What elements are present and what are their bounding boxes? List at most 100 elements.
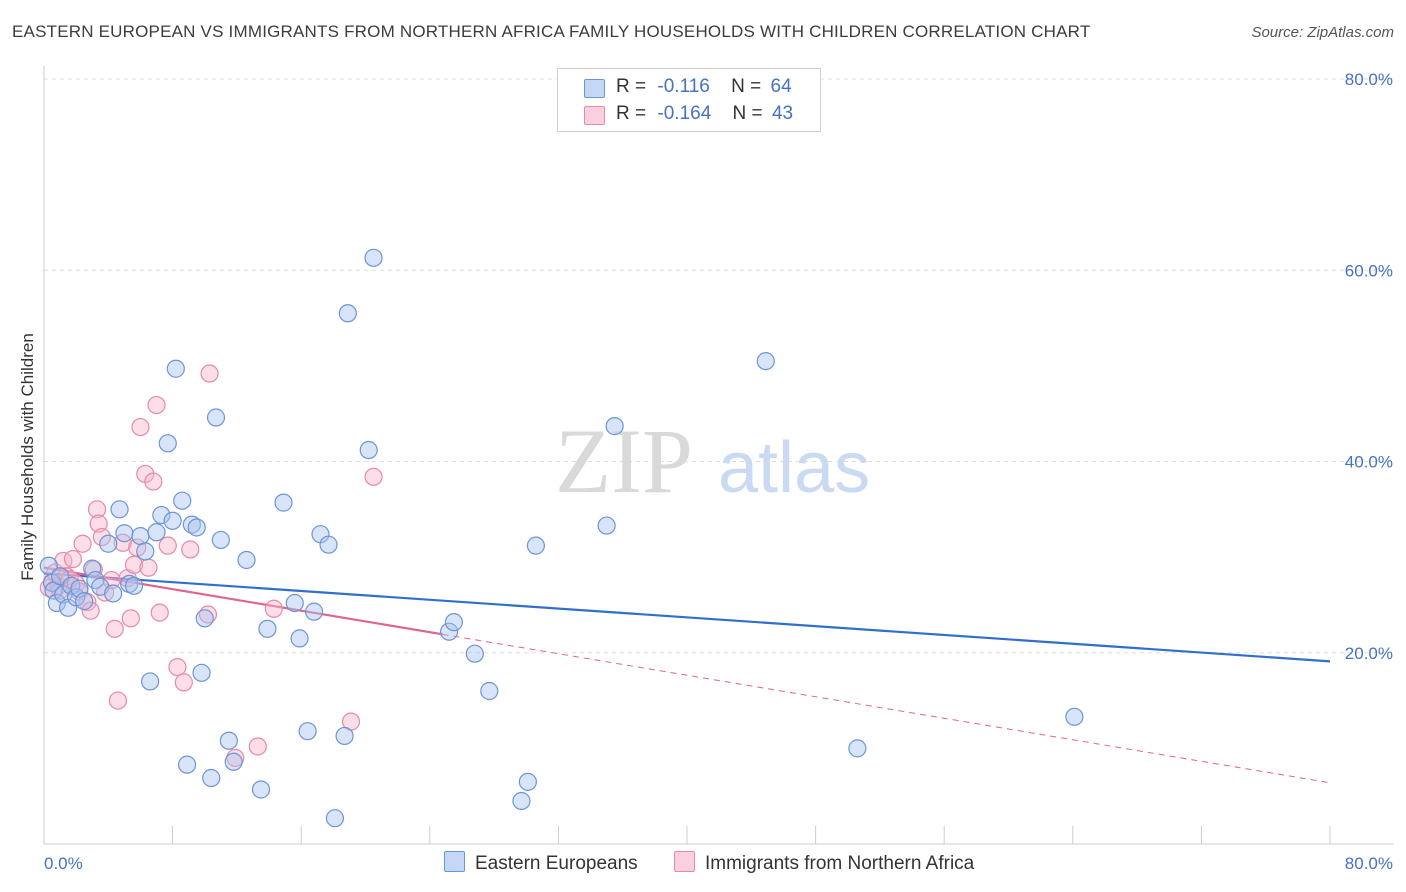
northern-africa-point xyxy=(108,691,128,710)
eastern-europeans-point xyxy=(75,592,94,611)
eastern-europeans-point xyxy=(158,434,177,453)
northern-africa-point xyxy=(105,619,124,638)
northern-africa-trend-line xyxy=(43,566,443,636)
eastern-europeans-point xyxy=(325,809,345,828)
eastern-europeans-point xyxy=(83,559,102,578)
eastern-europeans-point xyxy=(99,534,118,553)
eastern-europeans-point xyxy=(163,511,182,530)
northern-africa-point xyxy=(158,536,177,555)
eastern-europeans-point xyxy=(39,556,58,575)
trend-lines xyxy=(43,566,1331,784)
eastern-europeans-point xyxy=(173,491,192,510)
northern-africa-point xyxy=(124,555,144,574)
y-tick-label: 20.0% xyxy=(1345,644,1393,663)
watermark: ZIP atlas xyxy=(555,410,870,512)
eastern-europeans-point xyxy=(444,613,464,632)
watermark-zip: ZIP xyxy=(555,410,693,512)
northern-africa-point xyxy=(174,673,193,692)
bottom-legend-eastern-europeans: Eastern Europeans xyxy=(444,851,638,875)
eastern-europeans-point xyxy=(115,524,134,543)
northern-africa-point xyxy=(168,657,187,677)
eastern-europeans-point xyxy=(124,576,144,595)
data-points xyxy=(39,248,1084,828)
legend-r-value: -0.116 xyxy=(657,76,710,97)
eastern-europeans-trend-line xyxy=(43,572,1331,663)
bottom-legend-label: Eastern Europeans xyxy=(475,853,638,874)
eastern-europeans-point xyxy=(224,752,243,771)
eastern-europeans-point xyxy=(136,542,155,561)
northern-africa-point xyxy=(63,549,83,569)
eastern-europeans-point xyxy=(526,536,545,555)
eastern-europeans-point xyxy=(335,726,354,746)
legend-n-label: N = xyxy=(731,76,762,97)
eastern-europeans-point xyxy=(338,304,357,323)
legend-n-label: N = xyxy=(732,103,763,124)
eastern-europeans-point xyxy=(597,516,616,535)
eastern-europeans-point xyxy=(848,739,867,758)
source-label: Source: ZipAtlas.com xyxy=(1251,24,1394,41)
eastern-europeans-point xyxy=(206,408,226,427)
eastern-europeans-point xyxy=(251,780,271,799)
y-tick-label: 40.0% xyxy=(1345,453,1393,472)
eastern-europeans-point xyxy=(364,248,383,267)
eastern-europeans-point xyxy=(152,505,171,525)
northern-africa-point xyxy=(264,599,283,618)
x-tick-label: 0.0% xyxy=(44,854,83,873)
y-axis-title: Family Households with Children xyxy=(18,333,37,581)
y-tick-label: 60.0% xyxy=(1345,261,1393,280)
northern-africa-point xyxy=(200,364,219,383)
northern-africa-point xyxy=(92,527,111,547)
legend-n-value: 43 xyxy=(771,103,794,124)
stats-legend: R = -0.116 N = 64 R = -0.164 N = 43 xyxy=(557,68,821,132)
northern-africa-point xyxy=(248,737,267,756)
eastern-europeans-point xyxy=(202,768,221,788)
northern-africa-point xyxy=(81,601,100,620)
northern-africa-point xyxy=(147,395,166,415)
eastern-europeans-point xyxy=(465,644,484,663)
legend-r-label: R = xyxy=(616,76,647,97)
eastern-europeans-point xyxy=(177,755,197,774)
eastern-europeans-point xyxy=(439,622,459,641)
northern-africa-point xyxy=(139,558,158,577)
eastern-europeans-point xyxy=(512,791,531,811)
eastern-europeans-point xyxy=(211,530,230,550)
legend-swatch-blue xyxy=(584,79,605,98)
chart-title: EASTERN EUROPEAN VS IMMIGRANTS FROM NORT… xyxy=(12,22,1091,41)
eastern-europeans-point xyxy=(359,440,378,460)
bottom-legend-northern-africa: Immigrants from Northern Africa xyxy=(674,851,974,875)
eastern-europeans-point xyxy=(182,515,201,534)
eastern-europeans-point xyxy=(140,672,160,691)
legend-swatch-pink xyxy=(584,106,605,125)
eastern-europeans-point xyxy=(756,351,775,371)
eastern-europeans-point xyxy=(258,619,277,638)
northern-africa-point xyxy=(121,609,140,628)
eastern-europeans-point xyxy=(187,518,206,537)
x-tick-label: 80.0% xyxy=(1345,854,1393,873)
northern-africa-point xyxy=(73,534,92,553)
eastern-europeans-point xyxy=(605,417,624,436)
eastern-europeans-point xyxy=(166,359,185,378)
eastern-europeans-point xyxy=(304,602,324,621)
northern-africa-point xyxy=(364,467,383,486)
bottom-legend-label: Immigrants from Northern Africa xyxy=(705,853,975,874)
eastern-europeans-point xyxy=(104,584,123,603)
bottom-legend-swatch-blue xyxy=(444,851,465,872)
eastern-europeans-point xyxy=(285,593,304,613)
northern-africa-point xyxy=(87,500,107,519)
eastern-europeans-point xyxy=(131,526,150,546)
eastern-europeans-point xyxy=(147,523,166,542)
eastern-europeans-point xyxy=(110,500,129,519)
northern-africa-point xyxy=(144,472,163,491)
northern-africa-point xyxy=(150,603,169,622)
northern-africa-point xyxy=(131,417,150,437)
eastern-europeans-point xyxy=(219,731,238,750)
eastern-europeans-point xyxy=(195,609,214,628)
axes xyxy=(43,66,1394,845)
eastern-europeans-point xyxy=(298,722,317,741)
watermark-atlas: atlas xyxy=(718,428,870,508)
eastern-europeans-point xyxy=(518,772,537,791)
eastern-europeans-point xyxy=(274,493,293,512)
northern-africa-point xyxy=(89,514,108,533)
eastern-europeans-point xyxy=(1065,707,1084,726)
tick-labels: 20.0% 40.0% 60.0% 80.0% 0.0% 80.0% xyxy=(44,70,1393,873)
